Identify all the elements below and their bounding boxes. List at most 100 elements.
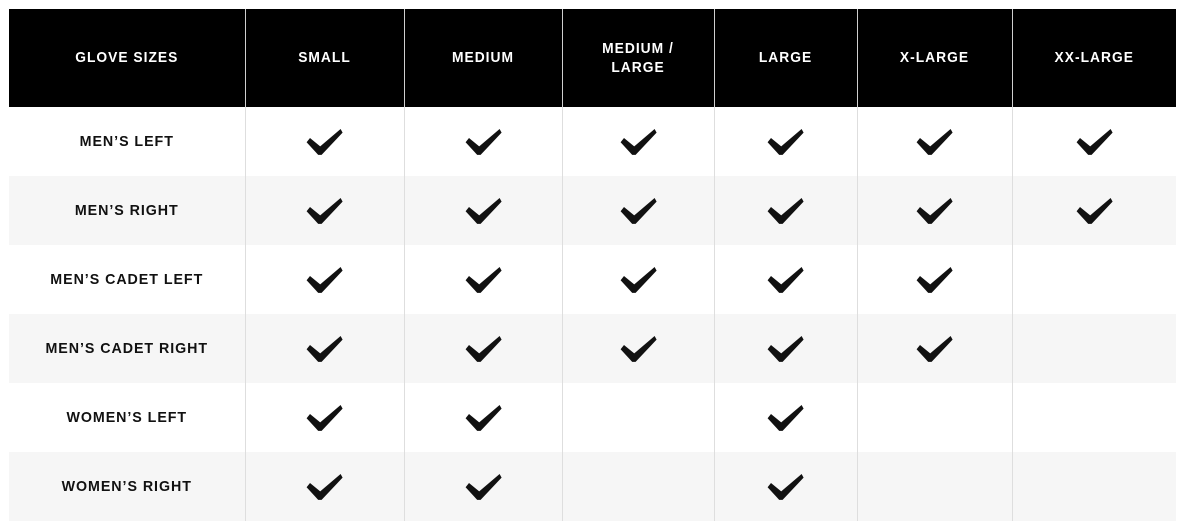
check-icon: [246, 383, 404, 452]
check-icon: [405, 314, 562, 383]
column-header-medium-line-1: MEDIUM: [451, 49, 515, 67]
check-icon: [563, 176, 714, 245]
table-header: GLOVE SIZES SMALL MEDIUM MEDIUM / LARGE …: [9, 9, 1176, 107]
column-header-xx-large-line-1: XX-LARGE: [1054, 49, 1134, 67]
check-icon: [715, 176, 857, 245]
cell-medium: [404, 107, 563, 176]
cell-medium-large: [562, 314, 715, 383]
empty-cell: [858, 383, 1012, 452]
empty-cell: [858, 452, 1012, 521]
check-icon: [858, 176, 1012, 245]
cell-xx-large: [1012, 452, 1176, 521]
cell-xx-large: [1012, 107, 1176, 176]
cell-large: [714, 245, 858, 314]
cell-medium: [404, 383, 563, 452]
row-label: MEN’S CADET LEFT: [14, 245, 240, 314]
empty-cell: [563, 452, 714, 521]
cell-large: [714, 176, 858, 245]
cell-large: [714, 383, 858, 452]
table-row: WOMEN’S RIGHT: [9, 452, 1176, 521]
empty-cell: [1013, 245, 1177, 314]
column-header-medium-large-line-1: MEDIUM /: [602, 39, 674, 57]
check-icon: [405, 176, 562, 245]
cell-small: [245, 314, 405, 383]
column-header-xx-large: XX-LARGE: [1018, 9, 1170, 107]
column-header-row-label: GLOVE SIZES: [18, 9, 237, 107]
check-icon: [1013, 176, 1177, 245]
empty-cell: [563, 383, 714, 452]
cell-large: [714, 452, 858, 521]
check-icon: [563, 245, 714, 314]
check-icon: [563, 107, 714, 176]
table-row: MEN’S RIGHT: [9, 176, 1176, 245]
cell-x-large: [857, 383, 1013, 452]
check-icon: [405, 383, 562, 452]
row-label: MEN’S LEFT: [14, 107, 240, 176]
check-icon: [405, 245, 562, 314]
cell-x-large: [857, 245, 1013, 314]
column-header-medium-large: MEDIUM / LARGE: [568, 9, 709, 107]
cell-medium-large: [562, 383, 715, 452]
cell-medium-large: [562, 107, 715, 176]
cell-large: [714, 107, 858, 176]
column-header-large-line-1: LARGE: [758, 49, 813, 67]
check-icon: [246, 176, 404, 245]
cell-xx-large: [1012, 245, 1176, 314]
check-icon: [715, 452, 857, 521]
cell-medium: [404, 245, 563, 314]
check-icon: [715, 245, 857, 314]
header-row: GLOVE SIZES SMALL MEDIUM MEDIUM / LARGE …: [9, 9, 1176, 107]
check-icon: [405, 107, 562, 176]
table-row: WOMEN’S LEFT: [9, 383, 1176, 452]
cell-medium-large: [562, 176, 715, 245]
check-icon: [715, 314, 857, 383]
cell-medium: [404, 176, 563, 245]
cell-x-large: [857, 176, 1013, 245]
cell-xx-large: [1012, 314, 1176, 383]
cell-small: [245, 176, 405, 245]
glove-sizes-table: GLOVE SIZES SMALL MEDIUM MEDIUM / LARGE …: [9, 9, 1176, 521]
cell-xx-large: [1012, 176, 1176, 245]
row-label: WOMEN’S LEFT: [14, 383, 240, 452]
cell-small: [245, 107, 405, 176]
check-icon: [858, 245, 1012, 314]
cell-medium: [404, 314, 563, 383]
table-row: MEN’S CADET RIGHT: [9, 314, 1176, 383]
column-header-medium-large-line-2: LARGE: [611, 59, 665, 76]
column-header-large: LARGE: [719, 9, 852, 107]
cell-medium: [404, 452, 563, 521]
check-icon: [1013, 107, 1177, 176]
column-header-x-large-line-1: X-LARGE: [899, 49, 970, 67]
check-icon: [563, 314, 714, 383]
check-icon: [246, 452, 404, 521]
cell-medium-large: [562, 245, 715, 314]
column-header-medium: MEDIUM: [410, 9, 557, 107]
empty-cell: [1013, 452, 1177, 521]
cell-large: [714, 314, 858, 383]
check-icon: [858, 314, 1012, 383]
check-icon: [246, 107, 404, 176]
row-label: MEN’S RIGHT: [14, 176, 240, 245]
cell-small: [245, 245, 405, 314]
cell-small: [245, 383, 405, 452]
empty-cell: [1013, 383, 1177, 452]
cell-x-large: [857, 452, 1013, 521]
column-header-small-line-1: SMALL: [298, 49, 351, 67]
cell-x-large: [857, 314, 1013, 383]
column-header-row-label-line-1: GLOVE SIZES: [75, 49, 179, 67]
check-icon: [715, 383, 857, 452]
check-icon: [246, 314, 404, 383]
check-icon: [405, 452, 562, 521]
table-row: MEN’S LEFT: [9, 107, 1176, 176]
check-icon: [715, 107, 857, 176]
cell-small: [245, 452, 405, 521]
column-header-x-large: X-LARGE: [863, 9, 1007, 107]
table-row: MEN’S CADET LEFT: [9, 245, 1176, 314]
cell-x-large: [857, 107, 1013, 176]
empty-cell: [1013, 314, 1177, 383]
column-header-small: SMALL: [251, 9, 399, 107]
check-icon: [858, 107, 1012, 176]
table-body: MEN’S LEFT MEN’S RIGHT MEN’S CADET LEFT MEN…: [9, 107, 1176, 521]
check-icon: [246, 245, 404, 314]
